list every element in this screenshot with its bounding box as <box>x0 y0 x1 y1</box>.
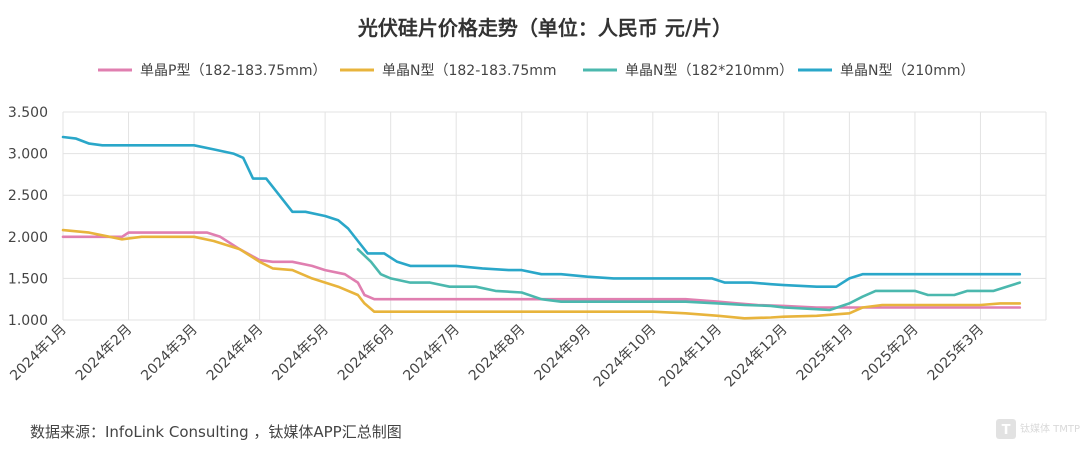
y-tick-label: 1.500 <box>8 271 48 287</box>
legend-label-1[interactable]: 单晶P型（182-183.75mm） <box>140 63 326 79</box>
source-note: 数据来源：InfoLink Consulting ，钛媒体APP汇总制图 <box>30 423 402 441</box>
y-tick-label: 2.000 <box>8 230 48 246</box>
x-tick-label: 2024年2月 <box>73 322 136 385</box>
watermark-logo-glyph: T <box>1002 423 1011 438</box>
x-tick-label: 2024年11月 <box>656 322 725 391</box>
series-line-2 <box>61 228 1022 320</box>
x-tick-label: 2024年4月 <box>204 322 267 385</box>
series-lines <box>61 135 1022 320</box>
x-tick-label: 2024年9月 <box>531 322 594 385</box>
x-tick-label: 2024年5月 <box>269 322 332 385</box>
legend-label-2[interactable]: 单晶N型（182-183.75mm <box>382 63 557 79</box>
x-tick-label: 2024年12月 <box>722 322 791 391</box>
x-tick-label: 2025年3月 <box>925 322 988 385</box>
legend-label-4[interactable]: 单晶N型（210mm） <box>840 63 974 79</box>
x-tick-label: 2024年6月 <box>335 322 398 385</box>
x-tick-label: 2024年3月 <box>138 322 201 385</box>
chart-title: 光伏硅片价格走势（单位：人民币 元/片） <box>357 16 732 40</box>
legend[interactable]: 单晶P型（182-183.75mm） 单晶N型（182-183.75mm 单晶N型（… <box>98 63 974 79</box>
watermark-logo-icon <box>996 419 1016 439</box>
x-tick-label: 2024年10月 <box>591 322 660 391</box>
series-line-3 <box>356 248 1022 312</box>
x-axis: 2024年1月 2024年2月 2024年3月 2024年4月 2024年5月 2024年… <box>7 322 987 391</box>
series-line-4 <box>61 135 1022 288</box>
watermark-text: 钛媒体 TMTPOST <box>1020 423 1080 435</box>
y-tick-label: 1.000 <box>8 313 48 329</box>
x-tick-label: 2025年2月 <box>859 322 922 385</box>
x-tick-label: 2025年1月 <box>794 322 857 385</box>
y-tick-label: 2.500 <box>8 188 48 204</box>
watermark: T 钛媒体 TMTPOST <box>996 419 1080 439</box>
y-tick-label: 3.000 <box>8 147 48 163</box>
series-line-1 <box>61 231 1022 309</box>
y-axis: 1.000 1.500 2.000 2.500 3.000 3.500 <box>8 105 48 329</box>
x-tick-label: 2024年8月 <box>466 322 529 385</box>
x-tick-label: 2024年1月 <box>7 322 70 385</box>
grid <box>62 111 1047 321</box>
legend-label-3[interactable]: 单晶N型（182*210mm） <box>625 63 793 79</box>
y-tick-label: 3.500 <box>8 105 48 121</box>
x-tick-label: 2024年7月 <box>400 322 463 385</box>
